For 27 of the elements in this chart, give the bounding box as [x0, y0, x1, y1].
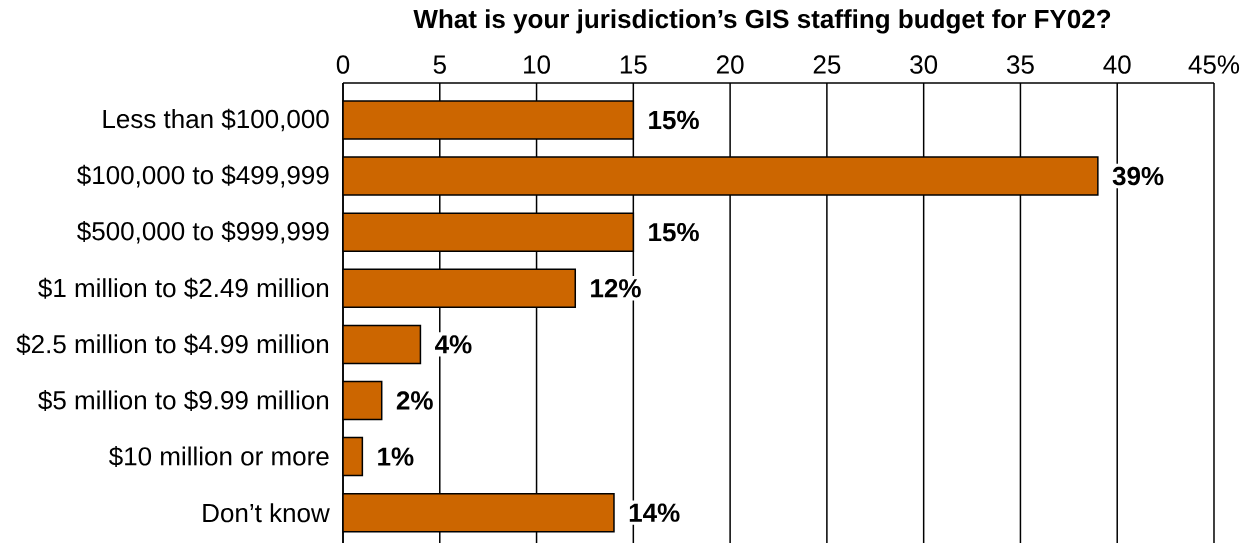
data-label: 15% [649, 223, 699, 242]
x-tick-label: 40 [1103, 55, 1131, 74]
y-tick-label: $500,000 to $999,999 [77, 220, 329, 244]
y-tick-label: $5 million to $9.99 million [38, 389, 329, 412]
x-tick-label: 10 [524, 55, 550, 74]
data-label: 15% [649, 110, 699, 130]
x-tick-label: 0 [336, 55, 350, 74]
y-tick-label: $2.5 million to $4.99 million [16, 333, 329, 355]
y-tick-label: $100,000 to $499,999 [77, 164, 329, 188]
data-label: 4% [435, 335, 472, 354]
data-label: 1% [378, 447, 414, 466]
y-tick-label: $10 million or more [109, 446, 329, 468]
x-tick-label: 5 [433, 55, 446, 74]
x-tick-label: 30 [910, 55, 938, 74]
y-tick-label: Don’t know [203, 503, 330, 523]
x-tick-label: 25 [813, 55, 841, 74]
y-tick-label: Less than $100,000 [103, 108, 329, 132]
data-label: 12% [591, 279, 641, 298]
x-tick-label: 20 [716, 55, 744, 74]
data-label: 39% [1112, 166, 1164, 186]
data-label: 14% [629, 503, 680, 522]
chart-title: What is your jurisdiction’s GIS staffing budget for FY02? [413, 9, 1111, 34]
x-tick-label: 45% [1188, 55, 1240, 74]
x-tick-label: 15 [620, 55, 647, 74]
x-tick-label: 35 [1006, 55, 1034, 74]
data-label: 2% [396, 391, 433, 410]
y-tick-label: $1 million to $2.49 million [38, 277, 329, 299]
